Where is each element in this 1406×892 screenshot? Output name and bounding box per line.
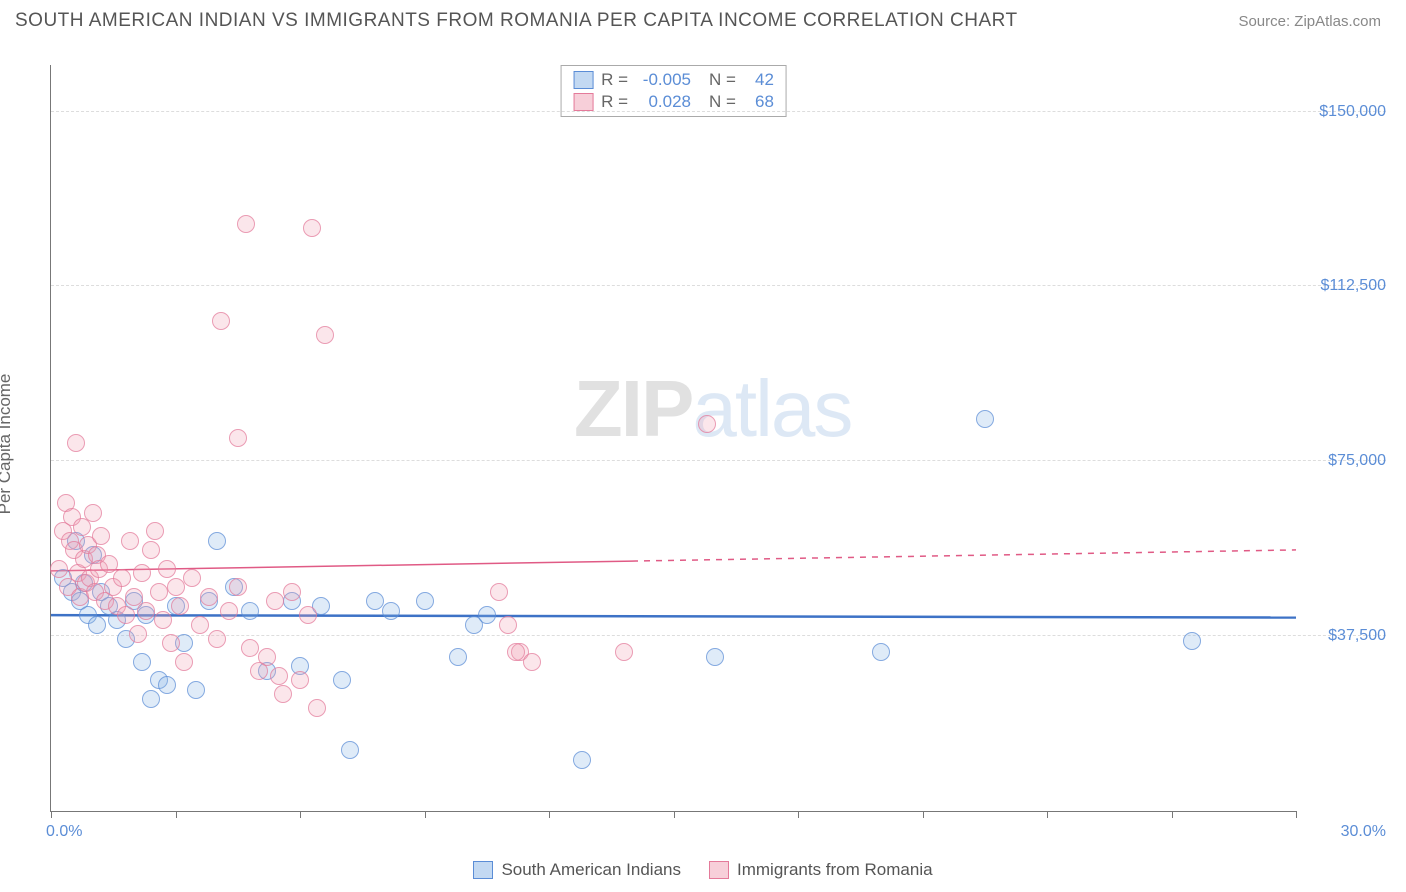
swatch-blue-icon [473,861,493,879]
source-attribution: Source: ZipAtlas.com [1238,13,1381,30]
data-point [229,429,247,447]
data-point [212,312,230,330]
data-point [698,415,716,433]
data-point [499,616,517,634]
data-point [137,602,155,620]
data-point [449,648,467,666]
data-point [84,504,102,522]
y-tick-label: $112,500 [1301,277,1386,295]
correlation-row-blue: R = -0.005 N = 42 [561,69,786,91]
plot-area: ZIPatlas R = -0.005 N = 42 R = 0.028 N =… [50,65,1296,812]
data-point [490,583,508,601]
data-point [237,215,255,233]
y-tick-label: $150,000 [1301,103,1386,121]
data-point [200,588,218,606]
x-tick [1047,811,1048,818]
data-point [258,648,276,666]
data-point [229,578,247,596]
data-point [416,592,434,610]
data-point [573,751,591,769]
gridline [51,285,1386,286]
data-point [50,560,68,578]
x-axis-min-label: 0.0% [46,823,82,841]
legend: South American Indians Immigrants from R… [0,860,1406,880]
data-point [183,569,201,587]
data-point [507,643,525,661]
data-point [117,606,135,624]
x-tick [923,811,924,818]
data-point [67,434,85,452]
data-point [129,625,147,643]
chart-title: SOUTH AMERICAN INDIAN VS IMMIGRANTS FROM… [15,10,1018,32]
data-point [220,602,238,620]
data-point [615,643,633,661]
y-tick-label: $75,000 [1301,452,1386,470]
data-point [274,685,292,703]
data-point [154,611,172,629]
data-point [382,602,400,620]
data-point [316,326,334,344]
watermark: ZIPatlas [574,363,851,455]
y-axis-label: Per Capita Income [0,373,15,514]
data-point [208,630,226,648]
data-point [88,616,106,634]
x-tick [674,811,675,818]
data-point [150,583,168,601]
x-tick [425,811,426,818]
data-point [142,541,160,559]
data-point [241,602,259,620]
data-point [308,699,326,717]
data-point [706,648,724,666]
data-point [872,643,890,661]
data-point [299,606,317,624]
data-point [303,219,321,237]
x-axis-max-label: 30.0% [1341,823,1386,841]
data-point [208,532,226,550]
data-point [333,671,351,689]
data-point [175,653,193,671]
swatch-pink-icon [573,93,593,111]
x-tick [51,811,52,818]
x-tick [549,811,550,818]
swatch-blue-icon [573,71,593,89]
data-point [266,592,284,610]
data-point [241,639,259,657]
y-tick-label: $37,500 [1301,627,1386,645]
gridline [51,460,1386,461]
data-point [158,560,176,578]
data-point [283,583,301,601]
data-point [92,527,110,545]
data-point [133,564,151,582]
data-point [341,741,359,759]
data-point [191,616,209,634]
gridline [51,111,1386,112]
x-tick [1296,811,1297,818]
data-point [167,578,185,596]
data-point [478,606,496,624]
data-point [187,681,205,699]
data-point [1183,632,1201,650]
x-tick [300,811,301,818]
data-point [366,592,384,610]
data-point [121,532,139,550]
data-point [158,676,176,694]
legend-item-pink: Immigrants from Romania [709,860,933,880]
x-tick [1172,811,1173,818]
data-point [142,690,160,708]
data-point [291,671,309,689]
data-point [523,653,541,671]
data-point [133,653,151,671]
swatch-pink-icon [709,861,729,879]
data-point [976,410,994,428]
x-tick [176,811,177,818]
data-point [146,522,164,540]
chart-container: Per Capita Income ZIPatlas R = -0.005 N … [15,45,1391,842]
data-point [270,667,288,685]
data-point [162,634,180,652]
data-point [113,569,131,587]
correlation-box: R = -0.005 N = 42 R = 0.028 N = 68 [560,65,787,117]
legend-item-blue: South American Indians [473,860,681,880]
x-tick [798,811,799,818]
data-point [171,597,189,615]
